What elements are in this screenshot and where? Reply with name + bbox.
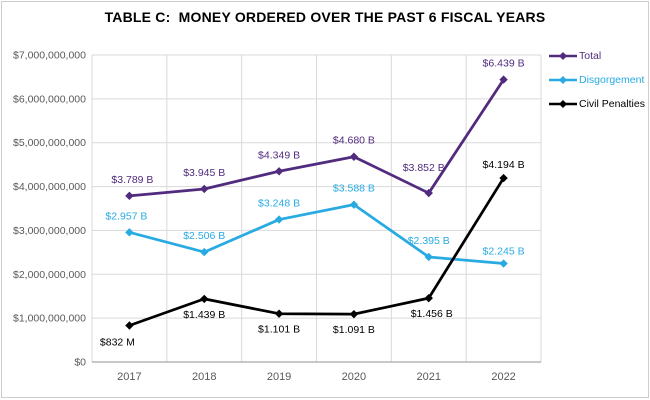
x-tick-label: 2019 (267, 371, 291, 383)
data-point-total-2017 (125, 191, 134, 201)
y-tick-label: $6,000,000,000 (13, 93, 86, 105)
data-label-disgorgement-2020: $3.588 B (333, 183, 375, 195)
x-tick-label: 2018 (192, 371, 216, 383)
data-label-disgorgement-2017: $2.957 B (105, 210, 147, 222)
data-label-total-2020: $4.680 B (333, 135, 375, 147)
legend-item-civil-penalties: Civil Penalties (549, 96, 649, 112)
data-point-total-2020 (349, 152, 359, 161)
chart-legend: Total Disgorgement Civil Penalties (549, 48, 649, 120)
data-label-civil-penalties-2022: $4.194 B (483, 159, 525, 171)
legend-label-disgorgement: Disgorgement (579, 74, 645, 86)
data-label-total-2019: $4.349 B (258, 149, 300, 161)
data-label-disgorgement-2018: $2.506 B (183, 230, 225, 242)
legend-item-disgorgement: Disgorgement (549, 72, 649, 88)
series-line-total (129, 78, 505, 198)
x-tick-label: 2022 (491, 371, 515, 383)
y-tick-label: $1,000,000,000 (13, 313, 86, 325)
y-tick-label: $7,000,000,000 (13, 50, 86, 62)
data-label-disgorgement-2019: $3.248 B (258, 198, 300, 210)
legend-label-civil-penalties: Civil Penalties (579, 98, 645, 110)
data-label-disgorgement-2022: $2.245 B (483, 246, 525, 258)
data-point-civil-penalties-2019 (274, 309, 284, 318)
data-point-total-2021 (424, 188, 433, 198)
data-point-total-2019 (274, 167, 284, 176)
data-point-civil-penalties-2020 (349, 309, 359, 319)
y-tick-label: $0 (74, 357, 86, 369)
data-point-civil-penalties-2017 (125, 321, 134, 330)
y-tick-label: $2,000,000,000 (13, 269, 86, 281)
data-point-civil-penalties-2021 (424, 293, 433, 303)
data-point-disgorgement-2021 (424, 252, 433, 262)
data-label-civil-penalties-2020: $1.091 B (333, 324, 375, 336)
data-point-total-2022 (499, 75, 508, 84)
data-point-civil-penalties-2018 (200, 294, 209, 304)
series-line-civil-penalties (128, 177, 505, 327)
legend-label-total: Total (579, 50, 602, 62)
x-tick-label: 2021 (417, 371, 441, 383)
data-point-total-2018 (200, 184, 209, 194)
data-point-disgorgement-2017 (125, 228, 134, 237)
y-tick-label: $3,000,000,000 (13, 225, 86, 237)
data-label-civil-penalties-2019: $1.101 B (258, 324, 300, 336)
data-label-total-2017: $3.789 B (111, 174, 153, 186)
data-label-civil-penalties-2017: $832 M (100, 337, 135, 349)
data-point-disgorgement-2020 (349, 200, 359, 209)
data-point-disgorgement-2018 (200, 247, 209, 257)
data-label-total-2018: $3.945 B (183, 167, 225, 179)
data-label-disgorgement-2021: $2.395 B (408, 235, 450, 247)
chart-title: TABLE C: MONEY ORDERED OVER THE PAST 6 F… (104, 9, 546, 25)
data-point-civil-penalties-2022 (499, 173, 508, 183)
total-line-marker-icon (549, 52, 577, 60)
x-tick-label: 2017 (117, 371, 141, 383)
civil-penalties-line-marker-icon (549, 100, 577, 108)
x-tick-label: 2020 (342, 371, 366, 383)
data-label-total-2022: $6.439 B (483, 58, 525, 70)
legend-item-total: Total (549, 48, 649, 64)
data-point-disgorgement-2022 (499, 259, 508, 268)
y-tick-label: $4,000,000,000 (13, 181, 86, 193)
data-label-civil-penalties-2018: $1.439 B (183, 309, 225, 321)
data-label-total-2021: $3.852 B (403, 162, 445, 174)
data-label-civil-penalties-2021: $1.456 B (411, 308, 453, 320)
disgorgement-line-marker-icon (549, 76, 577, 84)
y-tick-label: $5,000,000,000 (13, 137, 86, 149)
data-point-disgorgement-2019 (274, 215, 284, 224)
series-line-disgorgement (129, 203, 504, 265)
